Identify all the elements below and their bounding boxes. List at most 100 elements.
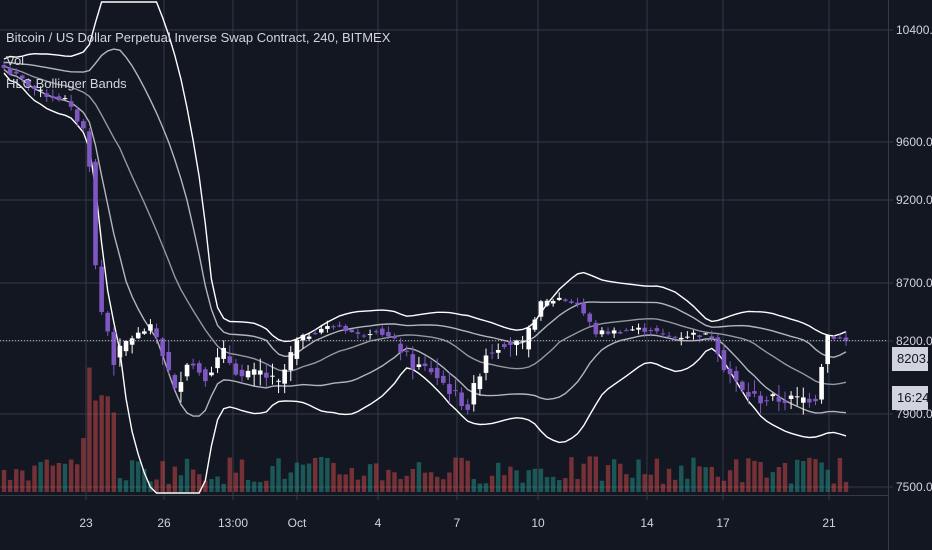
bollinger-lower-band: [3, 72, 847, 494]
volume-bar: [624, 474, 629, 492]
candle: [1, 60, 7, 70]
candle: [129, 335, 135, 354]
candle: [392, 333, 397, 340]
volume-bar: [7, 479, 13, 492]
candle: [142, 328, 147, 335]
volume-bar: [123, 480, 129, 492]
volume-bar: [404, 475, 409, 492]
volume-bar: [550, 476, 556, 492]
volume-bar: [221, 483, 226, 492]
volume-bar: [331, 462, 336, 492]
volume-bar: [672, 479, 678, 492]
candle: [489, 344, 495, 360]
volume-bar: [32, 465, 37, 492]
volume-bar: [129, 460, 135, 492]
candle: [495, 343, 501, 359]
candle: [343, 324, 348, 334]
volume-bar: [337, 474, 342, 492]
legend-volume[interactable]: Vol: [6, 53, 25, 68]
volume-bar: [410, 468, 415, 492]
volume-bar: [532, 468, 538, 492]
volume-bar: [270, 466, 275, 492]
candle: [752, 380, 757, 398]
candle: [441, 370, 446, 386]
time-axis: 23 26 13:00 Oct 4 7 10 14 17 21: [79, 495, 836, 530]
volume-bar: [776, 466, 782, 492]
candle: [184, 362, 190, 381]
candle: [691, 330, 696, 340]
candle: [605, 327, 611, 336]
candle: [337, 321, 342, 328]
volume-bar: [685, 478, 690, 492]
candle: [56, 93, 62, 102]
volume-bar: [599, 480, 605, 492]
candle: [386, 326, 391, 339]
candle: [203, 367, 208, 387]
volume-bar: [75, 464, 80, 492]
candle: [227, 345, 233, 366]
candle: [87, 128, 92, 172]
volume-bar: [715, 476, 721, 492]
candle: [367, 329, 373, 340]
candle: [465, 399, 471, 415]
volume-bar: [367, 464, 373, 492]
candle: [831, 335, 837, 340]
bollinger-upper-band: [3, 1, 847, 343]
candle: [111, 327, 117, 376]
volume-bar: [483, 483, 489, 492]
volume-bar: [611, 459, 617, 492]
volume-bar: [105, 396, 110, 492]
price-tick-label: 7500.0: [896, 480, 932, 494]
candle: [721, 343, 727, 373]
volume-bar: [319, 456, 324, 492]
candle: [190, 358, 196, 370]
candle: [685, 331, 690, 340]
candle: [26, 77, 31, 91]
candle: [239, 364, 245, 384]
candle: [660, 328, 666, 338]
legend-title[interactable]: Bitcoin / US Dollar Perpetual Inverse Sw…: [6, 30, 391, 45]
candle: [257, 358, 263, 386]
volume-bar: [154, 479, 159, 492]
candle: [355, 328, 361, 340]
candle: [538, 299, 544, 321]
volume-bar: [184, 458, 190, 492]
candle: [148, 319, 153, 335]
time-tick-label: 14: [640, 516, 654, 530]
time-tick-label: 13:00: [218, 516, 248, 530]
volume-bar: [416, 462, 422, 492]
candle: [581, 298, 586, 316]
candle: [825, 334, 830, 373]
candle: [245, 365, 251, 380]
volume-bar: [508, 466, 513, 492]
volume-bar: [660, 483, 666, 492]
candle: [38, 86, 43, 98]
volume-bar: [111, 412, 117, 492]
volume-bar: [117, 478, 123, 492]
time-tick-label: 10: [531, 516, 545, 530]
legend-bollinger[interactable]: HLC Bollinger Bands: [6, 76, 127, 91]
candle: [428, 360, 434, 375]
volume-bar: [93, 400, 98, 492]
candle: [312, 329, 318, 335]
candle: [453, 379, 458, 397]
candle: [483, 348, 489, 381]
volume-bar: [587, 456, 592, 492]
candle: [276, 378, 281, 394]
candle: [715, 333, 721, 363]
volume-bar: [276, 458, 281, 492]
volume-bar: [746, 458, 751, 492]
candle: [99, 259, 104, 315]
volume-bar: [233, 472, 239, 492]
volume-bar: [459, 457, 464, 492]
candle: [630, 325, 635, 332]
candle: [123, 340, 129, 356]
bollinger-basis: [3, 65, 847, 386]
candle: [325, 320, 330, 333]
candle: [44, 89, 50, 102]
candle: [678, 332, 684, 346]
candle: [800, 387, 806, 415]
candle: [837, 334, 843, 340]
volume-bar: [520, 482, 525, 492]
